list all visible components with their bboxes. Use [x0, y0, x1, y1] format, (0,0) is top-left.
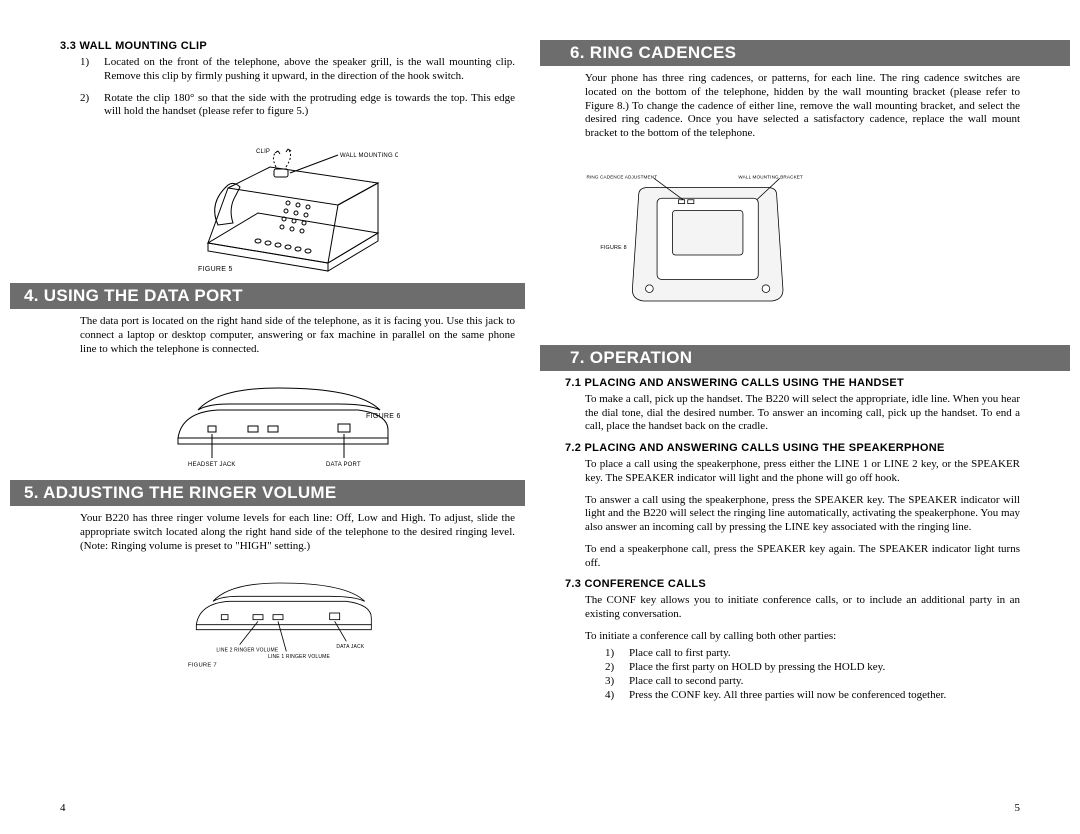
body-7-2c: To end a speakerphone call, press the SP…	[565, 543, 1020, 571]
conf-step-4: Press the CONF key. All three parties wi…	[629, 688, 946, 702]
figure-5: CLIP WALL MOUNTING CLIP FIGURE 5	[60, 133, 515, 273]
subhead-7-3: 7.3 CONFERENCE CALLS	[565, 578, 1020, 590]
figure-8: RING CADENCE ADJUSTMENT WALL MOUNTING BR…	[565, 155, 1020, 335]
callout-data-jack: DATA JACK	[336, 644, 364, 650]
conf-step-1: Place call to first party.	[629, 646, 731, 660]
figure-8-label: FIGURE 8	[600, 245, 627, 251]
figure-7: LINE 2 RINGER VOLUME LINE 1 RINGER VOLUM…	[60, 568, 515, 668]
callout-headset-jack: HEADSET JACK	[188, 462, 236, 468]
subhead-3-3: 3.3 WALL MOUNTING CLIP	[60, 40, 515, 52]
callout-data-port: DATA PORT	[326, 462, 361, 468]
callout-wall-mounting-bracket: WALL MOUNTING BRACKET	[738, 174, 803, 179]
conf-step-3: Place call to second party.	[629, 674, 743, 688]
subhead-7-2: 7.2 PLACING AND ANSWERING CALLS USING TH…	[565, 442, 1020, 454]
callout-line1-ringer: LINE 1 RINGER VOLUME	[268, 654, 330, 660]
callout-ring-cadence-adj: RING CADENCE ADJUSTMENT	[587, 174, 658, 179]
body-7-1: To make a call, pick up the handset. The…	[565, 393, 1020, 434]
body-7-3a: The CONF key allows you to initiate conf…	[565, 594, 1020, 622]
body-7-2b: To answer a call using the speakerphone,…	[565, 494, 1020, 535]
section-6-body: Your phone has three ring cadences, or p…	[565, 72, 1020, 141]
callout-wall-mounting-clip: WALL MOUNTING CLIP	[340, 153, 398, 159]
callout-line2-ringer: LINE 2 RINGER VOLUME	[216, 647, 278, 653]
section-7-banner: 7. OPERATION	[540, 345, 1070, 371]
section-5-banner: 5. ADJUSTING THE RINGER VOLUME	[10, 480, 525, 506]
body-7-3b: To initiate a conference call by calling…	[565, 630, 1020, 644]
section-4-banner: 4. USING THE DATA PORT	[10, 283, 525, 309]
section-5-body: Your B220 has three ringer volume levels…	[60, 512, 515, 553]
figure-6-label: FIGURE 6	[366, 413, 401, 420]
page-number-right: 5	[565, 802, 1020, 814]
figure-6: FIGURE 6 HEADSET JACK DATA PORT	[60, 370, 515, 470]
page-number-left: 4	[60, 802, 515, 814]
wall-clip-steps: 1)Located on the front of the telephone,…	[60, 56, 515, 127]
right-column: 6. RING CADENCES Your phone has three ri…	[540, 40, 1030, 814]
figure-5-label: FIGURE 5	[198, 266, 233, 273]
section-4-body: The data port is located on the right ha…	[60, 315, 515, 356]
callout-clip: CLIP	[256, 149, 270, 155]
conference-steps: 1)Place call to first party. 2)Place the…	[565, 646, 1020, 703]
conf-step-2: Place the first party on HOLD by pressin…	[629, 660, 885, 674]
left-column: 3.3 WALL MOUNTING CLIP 1)Located on the …	[50, 40, 540, 814]
section-6-banner: 6. RING CADENCES	[540, 40, 1070, 66]
subhead-7-1: 7.1 PLACING AND ANSWERING CALLS USING TH…	[565, 377, 1020, 389]
body-7-2a: To place a call using the speakerphone, …	[565, 458, 1020, 486]
step-1: Located on the front of the telephone, a…	[104, 56, 515, 84]
step-2: Rotate the clip 180° so that the side wi…	[104, 92, 515, 120]
figure-7-label: FIGURE 7	[188, 662, 217, 668]
